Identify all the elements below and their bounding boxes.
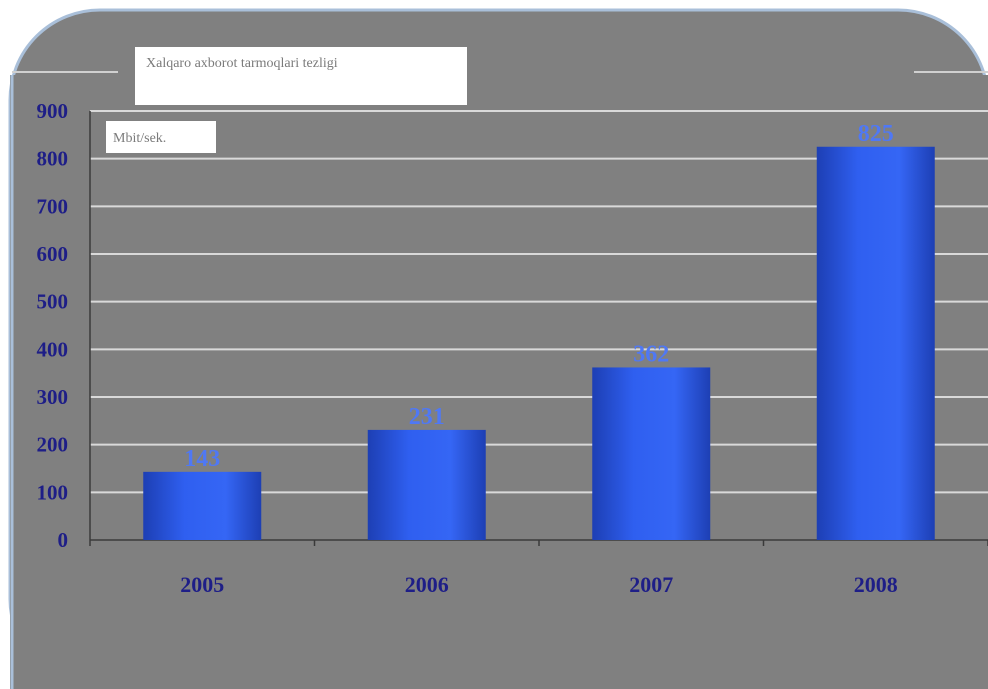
y-axis-unit: Mbit/sek. — [113, 131, 166, 146]
bar-2005 — [143, 471, 262, 540]
y-tick-label: 800 — [37, 147, 69, 171]
y-tick-label: 900 — [37, 99, 69, 123]
x-tick-label: 2007 — [629, 572, 673, 597]
chart-title: Xalqaro axborot tarmoqlari tezligi — [146, 56, 338, 71]
y-tick-labels: 0 100 200 300 400 500 600 700 800 900 — [37, 99, 69, 552]
y-tick-label: 0 — [58, 528, 69, 552]
y-tick-label: 400 — [37, 337, 69, 361]
x-tick-label: 2005 — [180, 572, 224, 597]
bars — [143, 146, 935, 540]
data-labels: 143 231 362 825 — [184, 121, 894, 472]
unit-box — [106, 121, 216, 153]
data-label-2006: 231 — [409, 404, 445, 430]
data-label-2008: 825 — [858, 121, 894, 147]
y-tick-label: 300 — [37, 385, 69, 409]
bar-2007 — [592, 367, 711, 540]
data-label-2005: 143 — [184, 446, 220, 472]
y-tick-label: 500 — [37, 290, 69, 314]
y-tick-label: 100 — [37, 480, 69, 504]
title-box — [135, 47, 467, 105]
bar-2006 — [367, 429, 486, 540]
y-tick-label: 200 — [37, 433, 69, 457]
x-tick-labels: 2005 2006 2007 2008 — [180, 572, 898, 597]
x-tick-label: 2006 — [405, 572, 449, 597]
x-tick-label: 2008 — [854, 572, 898, 597]
y-tick-label: 700 — [37, 194, 69, 218]
bar-2008 — [816, 146, 935, 540]
y-tick-label: 600 — [37, 242, 69, 266]
data-label-2007: 362 — [633, 341, 669, 367]
